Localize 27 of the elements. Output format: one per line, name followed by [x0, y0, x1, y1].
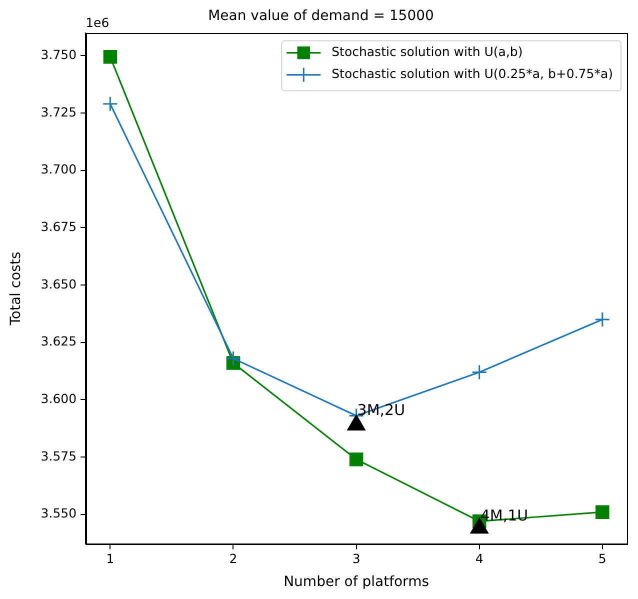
- x-tick-label: 5: [598, 550, 606, 566]
- point: [225, 350, 241, 366]
- x-tick-label: 2: [229, 550, 238, 566]
- x-tick-label: 1: [106, 550, 114, 566]
- legend-label: Stochastic solution with U(a,b): [332, 44, 523, 60]
- x-tick-label: 4: [475, 550, 484, 566]
- y-tick-label: 3.650: [40, 276, 77, 292]
- y-tick-label: 3.750: [40, 46, 77, 62]
- x-axis-title: Number of platforms: [284, 574, 430, 590]
- point: [596, 505, 610, 519]
- y-tick-label: 3.675: [40, 218, 77, 234]
- y-tick-label: 3.700: [40, 162, 77, 177]
- y-tick-label: 3.625: [40, 334, 77, 349]
- point: [102, 96, 118, 112]
- text: 1e6: [86, 14, 110, 30]
- y-tick-label: 3.575: [40, 448, 77, 464]
- legend-label: Stochastic solution with U(0.25*a, b+0.75*a): [332, 66, 614, 82]
- x-tick-label: 3: [352, 550, 360, 566]
- y-axis-title: Total costs: [8, 252, 24, 326]
- point: [349, 452, 364, 466]
- chart-title: Mean value of demand = 15000: [208, 8, 434, 24]
- y-tick-label: 3.600: [40, 390, 77, 406]
- point: [594, 312, 610, 328]
- point: [472, 364, 488, 380]
- y-tick-label: 3.550: [40, 506, 77, 521]
- point: [103, 50, 118, 64]
- y-tick-label: 3.725: [40, 104, 77, 120]
